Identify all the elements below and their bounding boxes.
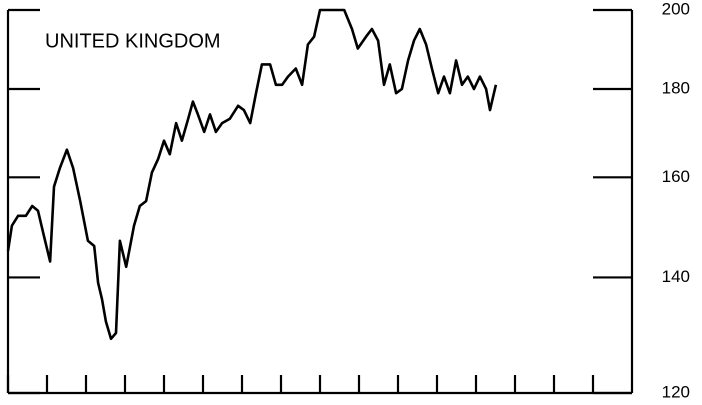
- y-tick-label: 180: [662, 78, 690, 97]
- y-tick-label: 120: [662, 382, 690, 401]
- y-tick-label: 140: [662, 267, 690, 286]
- y-tick-label: 200: [662, 0, 690, 18]
- data-line: [6, 8, 498, 341]
- y-tick-label: 160: [662, 167, 690, 186]
- chart-title: UNITED KINGDOM: [45, 30, 221, 52]
